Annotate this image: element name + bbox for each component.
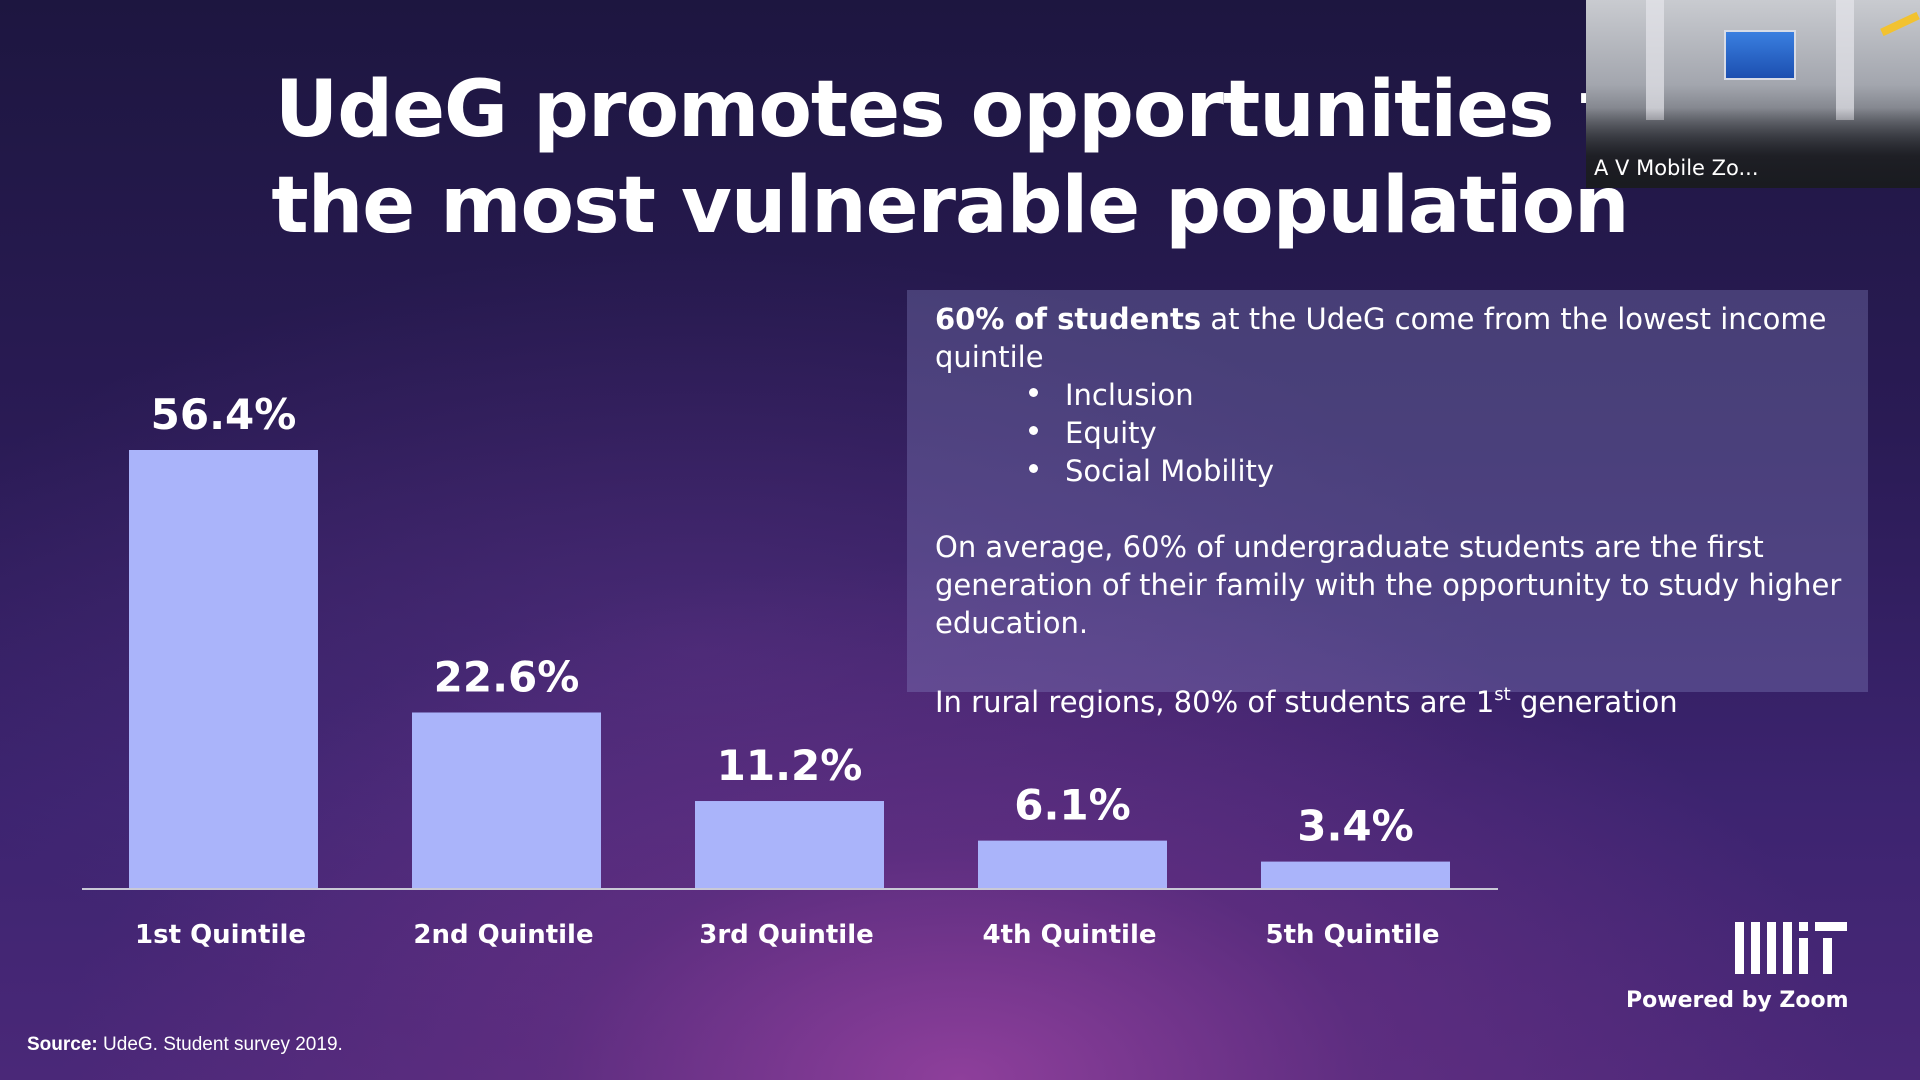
slide-title: UdeG promotes opportunities fo the most … bbox=[200, 62, 1700, 254]
bar-3 bbox=[695, 801, 884, 888]
bar-4 bbox=[978, 840, 1167, 888]
info-intro-rest: at the UdeG come from the lowest income … bbox=[935, 302, 1827, 374]
bar-value-label-1: 56.4% bbox=[151, 390, 297, 439]
slide-title-line-1: UdeG promotes opportunities fo bbox=[274, 65, 1666, 155]
bullet-item-inclusion: Inclusion bbox=[1027, 376, 1844, 414]
rural-note-before: In rural regions, 80% of students are 1 bbox=[935, 685, 1495, 719]
info-box: 60% of students at the UdeG come from th… bbox=[907, 290, 1868, 692]
source-text: UdeG. Student survey 2019. bbox=[97, 1034, 343, 1055]
category-label-4: 4th Quintile bbox=[982, 920, 1156, 950]
category-label-3: 3rd Quintile bbox=[699, 920, 874, 950]
bar-1 bbox=[129, 450, 318, 888]
video-audience bbox=[1586, 108, 1920, 188]
category-label-5: 5th Quintile bbox=[1265, 920, 1439, 950]
slide-title-line-2: the most vulnerable population bbox=[271, 161, 1629, 251]
powered-by-zoom: Powered by Zoom bbox=[1626, 988, 1849, 1013]
participant-video-tile[interactable]: A V Mobile Zo... bbox=[1586, 0, 1920, 188]
info-first-generation-paragraph: On average, 60% of undergraduate student… bbox=[935, 530, 1842, 640]
bar-value-label-3: 11.2% bbox=[717, 741, 863, 790]
bullet-item-equity: Equity bbox=[1027, 414, 1844, 452]
info-bullet-list: Inclusion Equity Social Mobility bbox=[935, 376, 1844, 490]
participant-name-label: A V Mobile Zo... bbox=[1594, 156, 1759, 180]
mit-logo-icon bbox=[1735, 922, 1847, 974]
bullet-item-social-mobility: Social Mobility bbox=[1027, 452, 1844, 490]
video-pillar bbox=[1836, 0, 1854, 120]
info-intro: 60% of students at the UdeG come from th… bbox=[935, 300, 1844, 376]
info-intro-bold: 60% of students bbox=[935, 302, 1202, 336]
bar-5 bbox=[1261, 861, 1450, 888]
video-pillar bbox=[1646, 0, 1664, 120]
source-label: Source: bbox=[27, 1034, 98, 1055]
bar-value-label-2: 22.6% bbox=[434, 652, 580, 701]
rural-note-after: generation bbox=[1510, 685, 1678, 719]
video-accent bbox=[1880, 11, 1920, 37]
bar-value-label-4: 6.1% bbox=[1014, 781, 1130, 830]
bar-2 bbox=[412, 712, 601, 888]
category-label-2: 2nd Quintile bbox=[413, 920, 593, 950]
category-label-1: 1st Quintile bbox=[135, 920, 306, 950]
source-note: Source: UdeG. Student survey 2019. bbox=[27, 1034, 343, 1056]
video-projector-screen bbox=[1724, 30, 1796, 80]
rural-note: In rural regions, 80% of students are 1s… bbox=[935, 683, 1678, 721]
rural-note-superscript: st bbox=[1494, 684, 1511, 705]
bar-value-label-5: 3.4% bbox=[1297, 802, 1413, 851]
